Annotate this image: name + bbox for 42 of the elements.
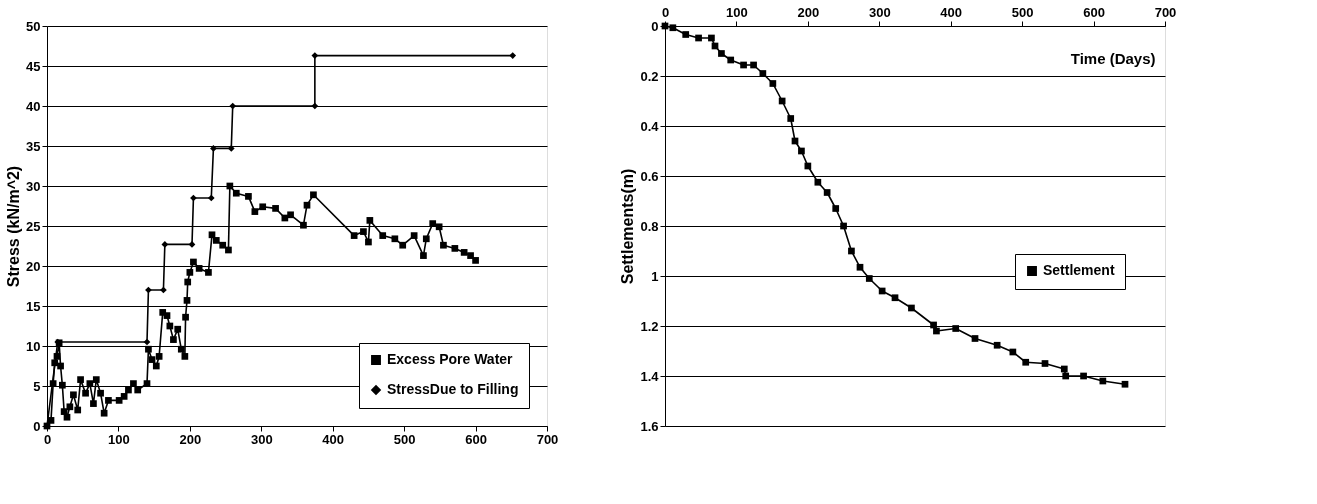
legend-label: StressDue to Filling xyxy=(387,381,519,397)
y-tick-label: 1.6 xyxy=(640,418,659,434)
y-tick-label: 30 xyxy=(26,178,41,194)
y-tick-label: 0.2 xyxy=(640,68,659,84)
x-tick-label: 0 xyxy=(661,4,670,20)
legend-label: Excess Pore Water xyxy=(387,351,514,367)
x-tick-label: 600 xyxy=(1083,4,1105,20)
x-tick-label: 0 xyxy=(43,431,52,447)
x-tick-label: 200 xyxy=(179,431,202,447)
y-tick-label: 1 xyxy=(651,268,659,284)
y-tick-label: 0.6 xyxy=(640,168,659,184)
x-tick-label: 100 xyxy=(726,4,748,20)
y-tick-label: 45 xyxy=(26,58,41,74)
x-tick-label: 700 xyxy=(1154,4,1177,20)
y-tick-label: 0.8 xyxy=(640,218,659,234)
y-axis-title: Settlements(m) xyxy=(619,168,637,285)
x-tick-label: 300 xyxy=(250,431,273,447)
y-tick-label: 35 xyxy=(26,138,41,154)
x-tick-label: 700 xyxy=(536,431,559,447)
x-axis-title: Time (Days) xyxy=(1070,49,1156,67)
y-tick-label: 50 xyxy=(26,18,41,34)
y-tick-label: 0.4 xyxy=(640,118,660,134)
y-axis-title: Stress (kN/m^2) xyxy=(5,165,23,288)
x-tick-label: 600 xyxy=(465,431,487,447)
y-tick-label: 15 xyxy=(26,298,41,314)
x-tick-label: 400 xyxy=(322,431,345,447)
legend-label: Settlement xyxy=(1043,262,1115,278)
x-tick-label: 500 xyxy=(1011,4,1034,20)
y-tick-label: 5 xyxy=(33,378,41,394)
x-tick-label: 300 xyxy=(868,4,891,20)
x-tick-label: 100 xyxy=(108,431,130,447)
y-tick-label: 10 xyxy=(26,338,41,354)
y-tick-label: 1.4 xyxy=(640,368,660,384)
y-tick-label: 25 xyxy=(26,218,41,234)
y-tick-label: 1.2 xyxy=(640,318,659,334)
y-tick-label: 40 xyxy=(26,98,41,114)
y-tick-label: 0 xyxy=(651,18,659,34)
y-tick-label: 0 xyxy=(33,418,41,434)
x-tick-label: 500 xyxy=(393,431,416,447)
x-tick-label: 400 xyxy=(940,4,963,20)
y-tick-label: 20 xyxy=(26,258,41,274)
x-tick-label: 200 xyxy=(797,4,820,20)
